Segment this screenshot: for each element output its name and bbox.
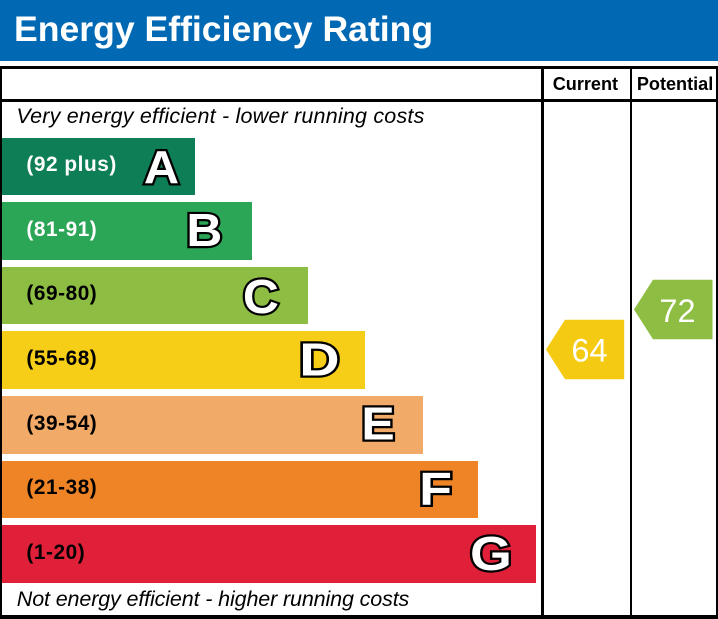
svg-text:G: G [470,527,512,581]
svg-text:64: 64 [571,333,607,369]
svg-text:72: 72 [659,293,695,329]
svg-text:E: E [361,397,394,449]
svg-text:B: B [186,204,222,256]
svg-text:C: C [243,271,279,324]
svg-text:A: A [144,141,179,193]
svg-text:F: F [419,463,452,515]
svg-text:D: D [299,333,339,385]
